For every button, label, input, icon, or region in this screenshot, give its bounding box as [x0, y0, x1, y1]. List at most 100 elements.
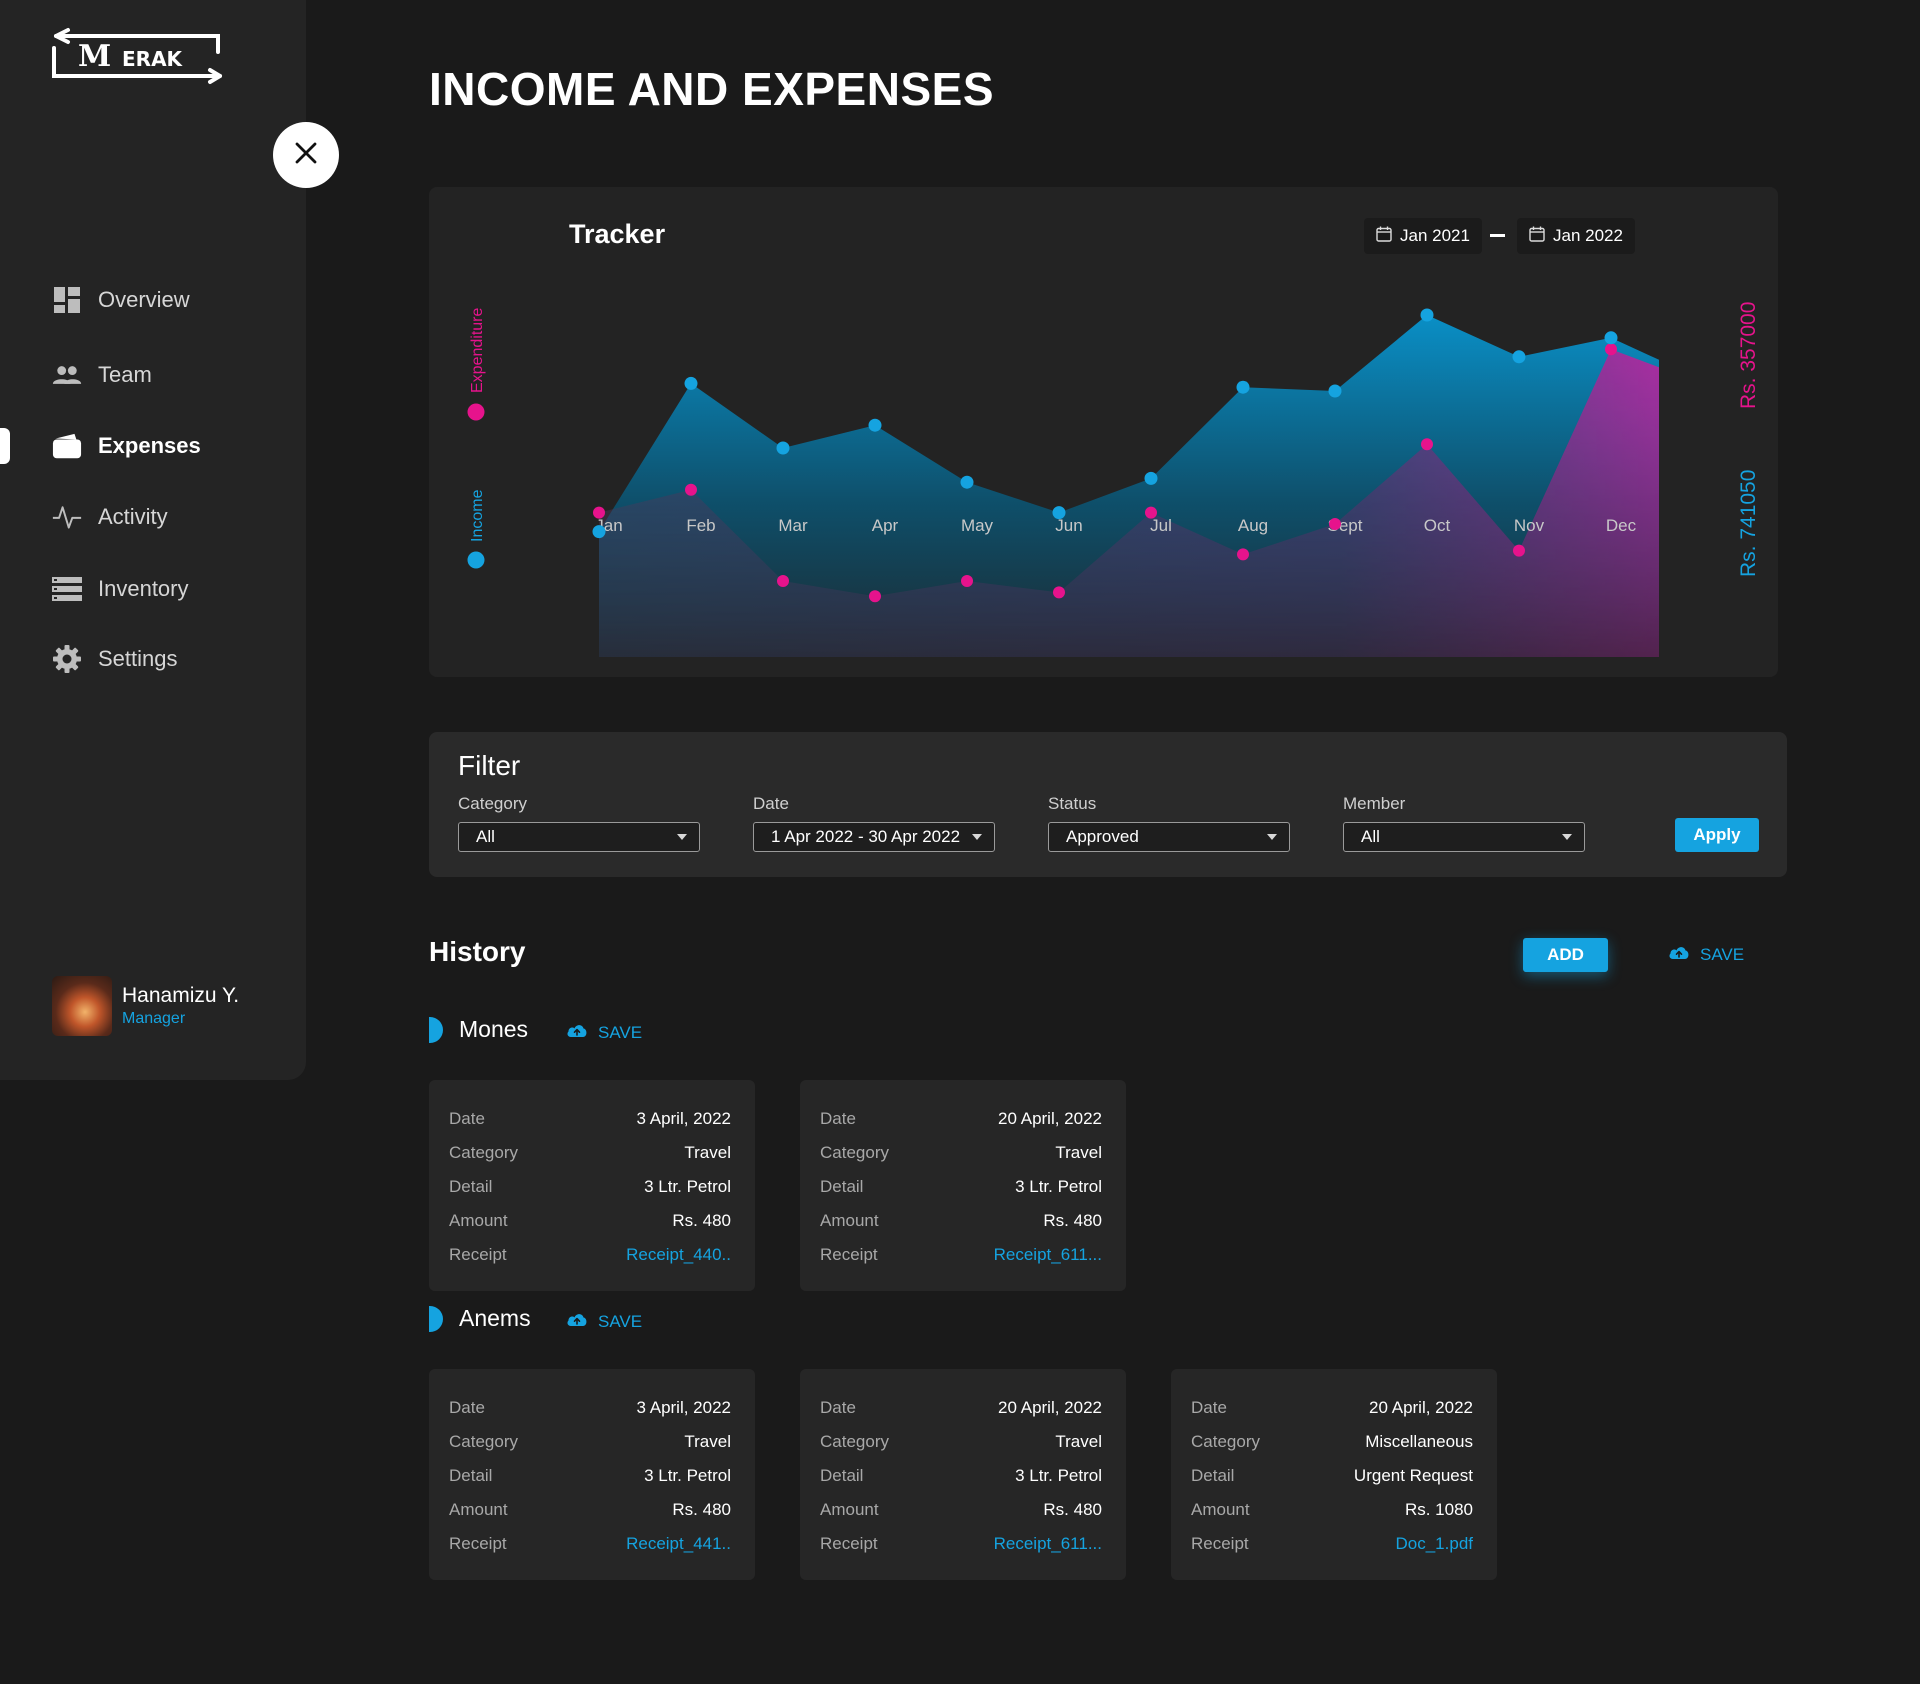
member-select[interactable]: All — [1343, 822, 1585, 852]
group-save-button[interactable]: SAVE — [566, 1022, 642, 1043]
expenditure-point[interactable] — [1237, 548, 1249, 561]
tracker-title: Tracker — [569, 219, 666, 249]
group-save-button[interactable]: SAVE — [566, 1311, 642, 1332]
x-tick-label: Apr — [872, 516, 899, 535]
income-point[interactable] — [776, 441, 790, 455]
sidebar-item-label: Settings — [98, 646, 178, 671]
card-value-category: Travel — [1055, 1432, 1102, 1451]
member-label: Member — [1343, 794, 1406, 813]
expenditure-point[interactable] — [1605, 343, 1617, 356]
expenditure-point[interactable] — [961, 575, 973, 587]
card-row-receipt: Receipt Doc_1.pdf — [1191, 1527, 1473, 1561]
card-row-detail: Detail 3 Ltr. Petrol — [449, 1459, 731, 1493]
expenditure-point[interactable] — [1145, 506, 1157, 519]
card-label-amount: Amount — [1191, 1500, 1250, 1519]
sidebar-item-inventory[interactable]: Inventory — [52, 569, 189, 609]
card-row-date: Date 20 April, 2022 — [820, 1391, 1102, 1425]
income-point[interactable] — [1512, 350, 1526, 364]
expense-card[interactable]: Date 20 April, 2022 Category Travel Detail 3 … — [800, 1369, 1126, 1580]
card-value-detail: 3 Ltr. Petrol — [1015, 1177, 1102, 1196]
gear-icon — [52, 644, 82, 674]
card-label-receipt: Receipt — [449, 1534, 507, 1553]
date-from-value: Jan 2021 — [1400, 226, 1470, 245]
card-label-detail: Detail — [820, 1177, 864, 1196]
sidebar-item-expenses[interactable]: Expenses — [52, 426, 201, 466]
card-row-date: Date 3 April, 2022 — [449, 1102, 731, 1136]
add-button[interactable]: ADD — [1523, 938, 1608, 972]
expenditure-point[interactable] — [1513, 544, 1525, 557]
expenditure-point[interactable] — [1053, 586, 1065, 599]
user-name: Hanamizu Y. — [122, 984, 240, 1007]
history-group-header: Anems — [429, 1305, 531, 1332]
expenditure-point[interactable] — [1329, 518, 1341, 530]
card-label-date: Date — [820, 1398, 856, 1417]
card-label-category: Category — [820, 1143, 889, 1162]
income-point[interactable] — [868, 418, 882, 432]
expense-card[interactable]: Date 3 April, 2022 Category Travel Detail 3 L… — [429, 1080, 755, 1291]
chevron-down-icon — [677, 834, 687, 840]
receipt-link[interactable]: Doc_1.pdf — [1395, 1534, 1474, 1553]
svg-text:M: M — [78, 39, 111, 74]
avatar — [52, 976, 112, 1036]
income-point[interactable] — [960, 475, 974, 489]
sidebar-item-activity[interactable]: Activity — [52, 497, 168, 537]
category-filter: Category All — [458, 794, 700, 852]
expenditure-point[interactable] — [1421, 438, 1433, 451]
card-row-category: Category Travel — [449, 1136, 731, 1170]
date-from-picker[interactable]: Jan 2021 — [1364, 218, 1482, 254]
income-point[interactable] — [684, 376, 698, 390]
close-sidebar-button[interactable] — [273, 122, 339, 188]
card-label-receipt: Receipt — [820, 1534, 878, 1553]
receipt-link[interactable]: Receipt_611... — [993, 1534, 1102, 1553]
group-marker — [429, 1305, 443, 1332]
card-value-amount: Rs. 480 — [1043, 1500, 1102, 1519]
card-row-category: Category Travel — [820, 1136, 1102, 1170]
sidebar-item-team[interactable]: Team — [52, 355, 152, 395]
x-tick-label: Dec — [1606, 516, 1637, 535]
save-label: SAVE — [598, 1311, 643, 1331]
income-point[interactable] — [1052, 506, 1066, 520]
apply-button[interactable]: Apply — [1675, 818, 1759, 852]
receipt-link[interactable]: Receipt_611... — [993, 1245, 1102, 1264]
sidebar-item-settings[interactable]: Settings — [52, 639, 178, 679]
svg-text:ERAK: ERAK — [122, 47, 184, 71]
sidebar-item-label: Activity — [98, 504, 168, 529]
date-select[interactable]: 1 Apr 2022 - 30 Apr 2022 — [753, 822, 995, 852]
expenditure-point[interactable] — [777, 575, 789, 587]
card-row-receipt: Receipt Receipt_440.. — [449, 1238, 731, 1272]
expenditure-point[interactable] — [869, 590, 881, 603]
user-profile[interactable]: Hanamizu Y. Manager — [52, 976, 239, 1036]
category-select[interactable]: All — [458, 822, 700, 852]
income-point[interactable] — [1328, 384, 1342, 398]
receipt-link[interactable]: Receipt_440.. — [626, 1245, 731, 1264]
card-value-amount: Rs. 480 — [672, 1211, 731, 1230]
group-name: Mones — [459, 1016, 529, 1042]
merak-logo[interactable]: M ERAK — [50, 24, 226, 88]
expenditure-point[interactable] — [685, 483, 697, 496]
expenditure-point[interactable] — [593, 506, 605, 519]
income-point[interactable] — [1604, 331, 1618, 345]
date-value: 1 Apr 2022 - 30 Apr 2022 — [771, 827, 961, 846]
card-label-date: Date — [1191, 1398, 1227, 1417]
income-point[interactable] — [1420, 308, 1434, 322]
date-to-value: Jan 2022 — [1553, 226, 1623, 245]
card-value-amount: Rs. 480 — [1043, 1211, 1102, 1230]
card-value-date: 3 April, 2022 — [636, 1398, 731, 1417]
income-point[interactable] — [1236, 380, 1250, 394]
history-save-button[interactable]: SAVE — [1668, 944, 1744, 965]
income-point[interactable] — [592, 525, 606, 539]
status-select[interactable]: Approved — [1048, 822, 1290, 852]
receipt-link[interactable]: Receipt_441.. — [626, 1534, 731, 1553]
expense-card[interactable]: Date 20 April, 2022 Category Travel Detail 3 … — [800, 1080, 1126, 1291]
card-label-receipt: Receipt — [449, 1245, 507, 1264]
expense-card[interactable]: Date 3 April, 2022 Category Travel Detail 3 L… — [429, 1369, 755, 1580]
calendar-icon — [1376, 226, 1392, 247]
sidebar-item-overview[interactable]: Overview — [52, 280, 190, 320]
card-label-amount: Amount — [820, 1500, 879, 1519]
card-value-detail: Urgent Request — [1353, 1466, 1473, 1485]
expense-card[interactable]: Date 20 April, 2022 Category Miscellaneous D… — [1171, 1369, 1497, 1580]
sidebar-item-label: Inventory — [98, 576, 189, 601]
income-point[interactable] — [1144, 471, 1158, 485]
sidebar-item-label: Team — [98, 362, 152, 387]
date-to-picker[interactable]: Jan 2022 — [1517, 218, 1635, 254]
